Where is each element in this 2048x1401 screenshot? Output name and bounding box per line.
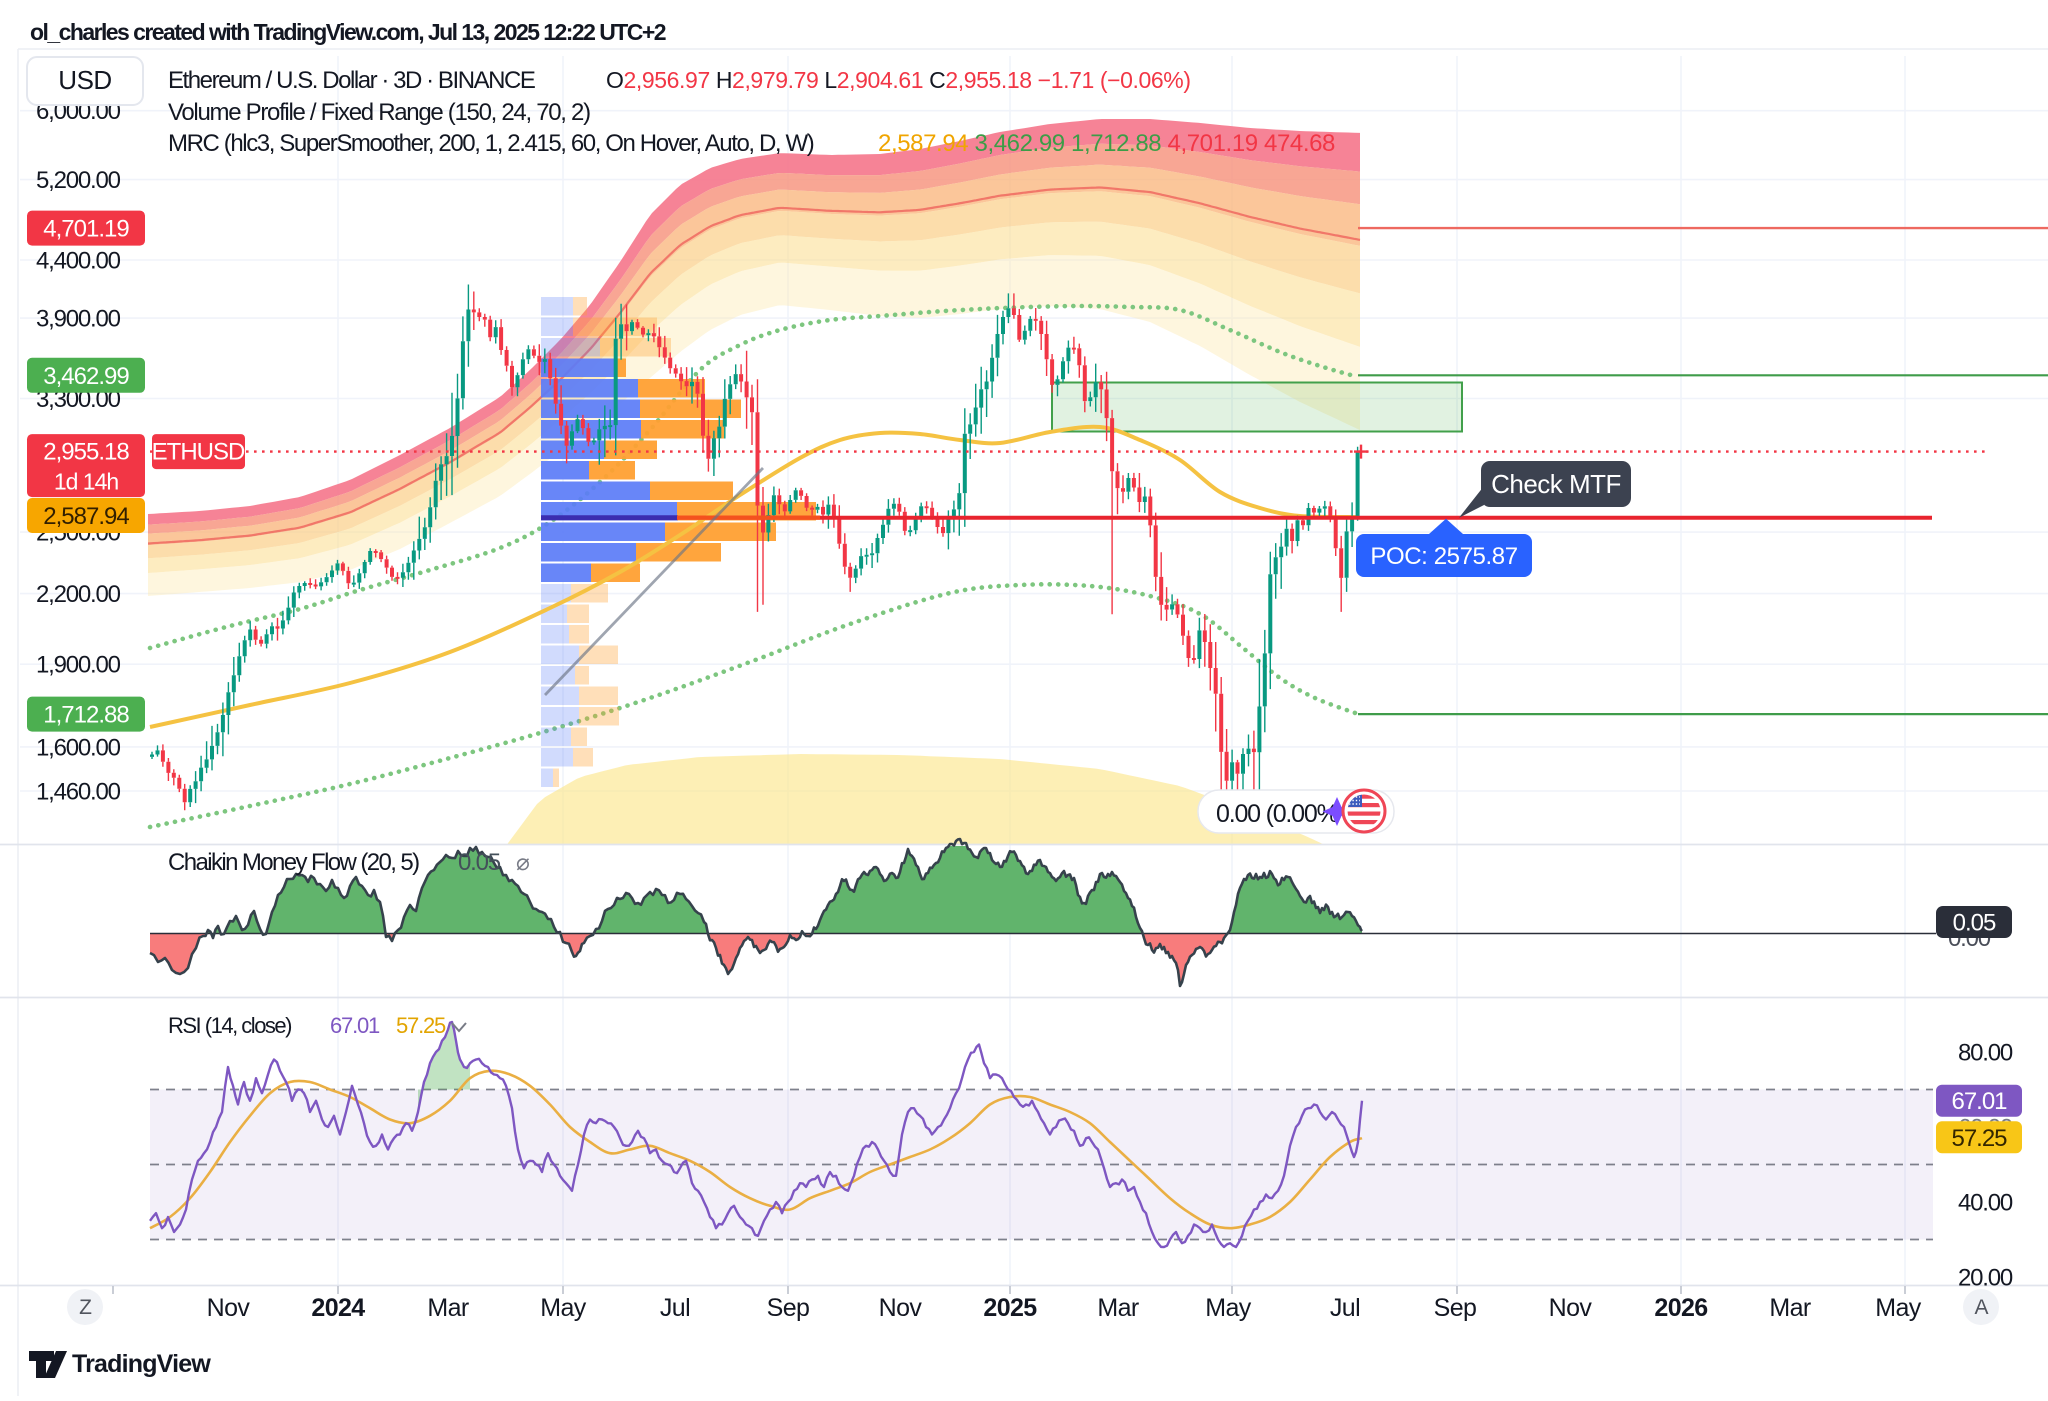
svg-text:2,955.18: 2,955.18 <box>43 439 129 466</box>
svg-text:Jul: Jul <box>660 1294 690 1322</box>
svg-text:0.00 (0.00%: 0.00 (0.00% <box>1216 800 1339 828</box>
svg-text:Mar: Mar <box>427 1294 469 1322</box>
svg-text:⌀: ⌀ <box>516 849 530 875</box>
svg-text:2,200.00: 2,200.00 <box>36 581 121 608</box>
svg-text:Ethereum / U.S. Dollar · 3D ·: Ethereum / U.S. Dollar · 3D · BINANCE O2,… <box>168 67 1191 94</box>
svg-text:Sep: Sep <box>1434 1294 1477 1322</box>
svg-text:1,460.00: 1,460.00 <box>36 778 121 805</box>
svg-text:Nov: Nov <box>207 1294 251 1322</box>
svg-text:2024: 2024 <box>311 1294 365 1322</box>
svg-text:0.05: 0.05 <box>1953 910 1996 937</box>
svg-text:USD: USD <box>58 65 111 95</box>
svg-text:2,587.94: 2,587.94 <box>43 503 129 530</box>
svg-text:TradingView: TradingView <box>72 1350 211 1378</box>
svg-text:3,900.00: 3,900.00 <box>36 306 121 333</box>
svg-text:5,200.00: 5,200.00 <box>36 167 121 194</box>
svg-text:Sep: Sep <box>767 1294 810 1322</box>
svg-text:Jul: Jul <box>1330 1294 1360 1322</box>
svg-text:3,462.99: 3,462.99 <box>43 363 129 390</box>
svg-text:20.00: 20.00 <box>1958 1265 2013 1292</box>
svg-text:4,400.00: 4,400.00 <box>36 248 121 275</box>
svg-text:POC: 2575.87: POC: 2575.87 <box>1370 543 1517 570</box>
svg-text:40.00: 40.00 <box>1958 1190 2013 1217</box>
svg-text:1d 14h: 1d 14h <box>54 469 119 495</box>
svg-text:67.01: 67.01 <box>330 1013 380 1038</box>
svg-text:Nov: Nov <box>1549 1294 1593 1322</box>
svg-text:MRC (hlc3, SuperSmoother, 200,: MRC (hlc3, SuperSmoother, 200, 1, 2.415,… <box>168 130 1335 157</box>
svg-text:ETHUSD: ETHUSD <box>152 439 245 466</box>
svg-text:0.05: 0.05 <box>458 849 501 876</box>
svg-text:Mar: Mar <box>1097 1294 1139 1322</box>
svg-text:1,900.00: 1,900.00 <box>36 652 121 679</box>
svg-text:RSI (14, close): RSI (14, close) <box>168 1013 291 1038</box>
svg-text:Nov: Nov <box>879 1294 923 1322</box>
svg-text:ol_charles created with Tradin: ol_charles created with TradingView.com,… <box>30 19 666 45</box>
svg-text:Mar: Mar <box>1769 1294 1811 1322</box>
svg-text:May: May <box>1875 1294 1922 1322</box>
svg-text:May: May <box>540 1294 587 1322</box>
svg-text:May: May <box>1205 1294 1252 1322</box>
svg-text:A: A <box>1974 1296 1988 1319</box>
svg-text:Chaikin Money Flow (20, 5): Chaikin Money Flow (20, 5) <box>168 849 419 876</box>
svg-text:Check MTF: Check MTF <box>1491 469 1621 499</box>
svg-text:80.00: 80.00 <box>1958 1040 2013 1067</box>
svg-text:2025: 2025 <box>983 1294 1037 1322</box>
svg-text:57.25: 57.25 <box>1951 1125 2007 1152</box>
svg-text:Volume Profile / Fixed Range (: Volume Profile / Fixed Range (150, 24, 7… <box>168 99 590 126</box>
svg-text:67.01: 67.01 <box>1951 1088 2007 1115</box>
svg-text:2026: 2026 <box>1654 1294 1707 1322</box>
svg-text:1,600.00: 1,600.00 <box>36 734 121 761</box>
svg-text:Z: Z <box>79 1296 92 1319</box>
svg-text:57.25: 57.25 <box>396 1013 446 1038</box>
svg-text:1,712.88: 1,712.88 <box>43 702 129 729</box>
svg-text:4,701.19: 4,701.19 <box>43 216 129 243</box>
